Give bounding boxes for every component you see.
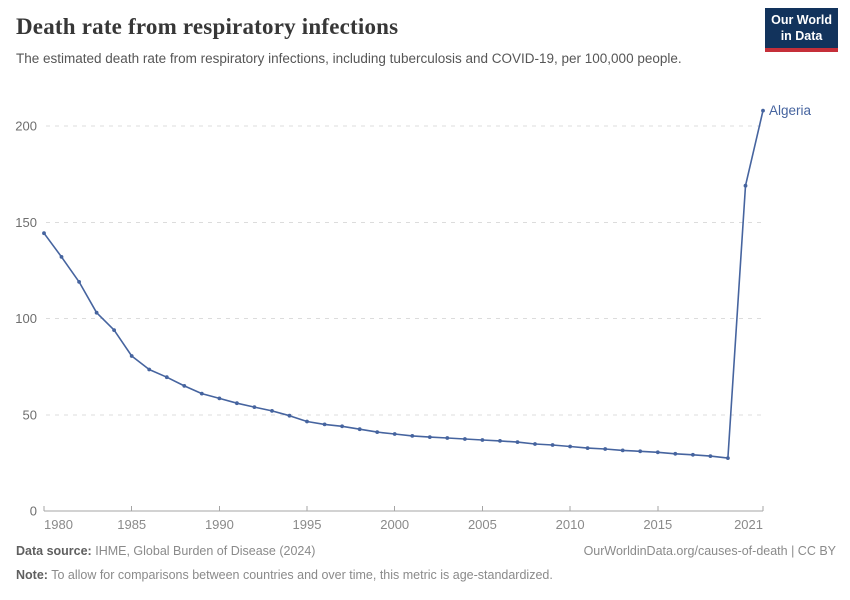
data-point[interactable] xyxy=(357,427,362,432)
note-text: To allow for comparisons between countri… xyxy=(51,567,553,582)
series-line[interactable] xyxy=(43,110,764,459)
y-tick-label: 100 xyxy=(15,311,37,326)
data-point[interactable] xyxy=(270,409,274,413)
data-point[interactable] xyxy=(375,430,380,434)
x-tick-label: 1985 xyxy=(117,517,146,532)
data-point[interactable] xyxy=(112,328,116,332)
x-tick-label: 2000 xyxy=(380,517,409,532)
data-point[interactable] xyxy=(533,442,537,446)
data-point[interactable] xyxy=(392,432,397,436)
data-point[interactable] xyxy=(42,231,46,236)
data-source-text: IHME, Global Burden of Disease (2024) xyxy=(95,544,316,558)
x-tick-label: 2005 xyxy=(468,517,497,532)
data-point[interactable] xyxy=(568,444,572,449)
data-point[interactable] xyxy=(691,452,695,457)
data-point[interactable] xyxy=(726,456,730,460)
data-point[interactable] xyxy=(340,424,344,429)
data-point[interactable] xyxy=(287,413,292,418)
data-point[interactable] xyxy=(305,419,309,424)
x-tick-label: 1980 xyxy=(44,517,73,532)
data-point[interactable] xyxy=(147,367,152,372)
data-point[interactable] xyxy=(59,255,64,259)
owid-logo[interactable]: Our World in Data xyxy=(765,8,838,53)
data-point[interactable] xyxy=(498,439,502,443)
x-tick-label: 1990 xyxy=(205,517,234,532)
data-point[interactable] xyxy=(603,447,608,451)
data-source-label: Data source: xyxy=(16,544,92,558)
data-point[interactable] xyxy=(252,405,257,409)
data-point[interactable] xyxy=(445,436,450,440)
data-point[interactable] xyxy=(708,454,713,458)
x-tick-label: 2010 xyxy=(556,517,585,532)
data-point[interactable] xyxy=(550,443,555,447)
data-point[interactable] xyxy=(427,435,432,439)
data-point[interactable] xyxy=(410,434,415,438)
owid-logo-line1: Our World xyxy=(771,13,832,27)
data-point[interactable] xyxy=(655,450,660,455)
data-point[interactable] xyxy=(585,446,590,450)
credit-link[interactable]: OurWorldinData.org/causes-of-death | CC … xyxy=(583,544,836,558)
y-tick-label: 50 xyxy=(23,407,37,422)
data-point[interactable] xyxy=(743,183,748,188)
y-tick-label: 200 xyxy=(15,119,37,134)
data-point[interactable] xyxy=(199,391,204,396)
data-point[interactable] xyxy=(77,280,81,284)
note-line: Note: To allow for comparisons between c… xyxy=(16,567,836,584)
chart-title: Death rate from respiratory infections xyxy=(16,14,399,39)
data-point[interactable] xyxy=(463,437,467,441)
chart-footer: Data source: IHME, Global Burden of Dise… xyxy=(16,543,836,584)
x-tick-label: 1995 xyxy=(293,517,322,532)
footer-row: Data source: IHME, Global Burden of Dise… xyxy=(16,543,836,560)
data-point[interactable] xyxy=(164,375,169,380)
y-tick-label: 0 xyxy=(30,504,37,519)
x-tick-label: 2021 xyxy=(734,517,763,532)
data-point[interactable] xyxy=(235,401,239,406)
data-point[interactable] xyxy=(217,396,222,401)
data-point[interactable] xyxy=(182,384,187,388)
note-label: Note: xyxy=(16,567,48,582)
y-tick-label: 150 xyxy=(15,215,37,230)
owid-logo-line2: in Data xyxy=(780,28,823,43)
data-source-line: Data source: IHME, Global Burden of Dise… xyxy=(16,543,315,560)
data-point[interactable] xyxy=(673,451,678,456)
data-point[interactable] xyxy=(480,438,485,442)
data-point[interactable] xyxy=(620,448,625,453)
data-point[interactable] xyxy=(322,422,327,427)
chart-subtitle: The estimated death rate from respirator… xyxy=(16,51,682,66)
x-tick-label: 2015 xyxy=(643,517,672,532)
data-point[interactable] xyxy=(94,310,99,315)
data-point[interactable] xyxy=(129,354,134,358)
data-point[interactable] xyxy=(638,449,643,454)
chart-header: Death rate from respiratory infections T… xyxy=(16,14,760,70)
data-point[interactable] xyxy=(761,108,765,113)
series-end-label[interactable]: Algeria xyxy=(769,103,812,118)
data-point[interactable] xyxy=(515,440,520,444)
